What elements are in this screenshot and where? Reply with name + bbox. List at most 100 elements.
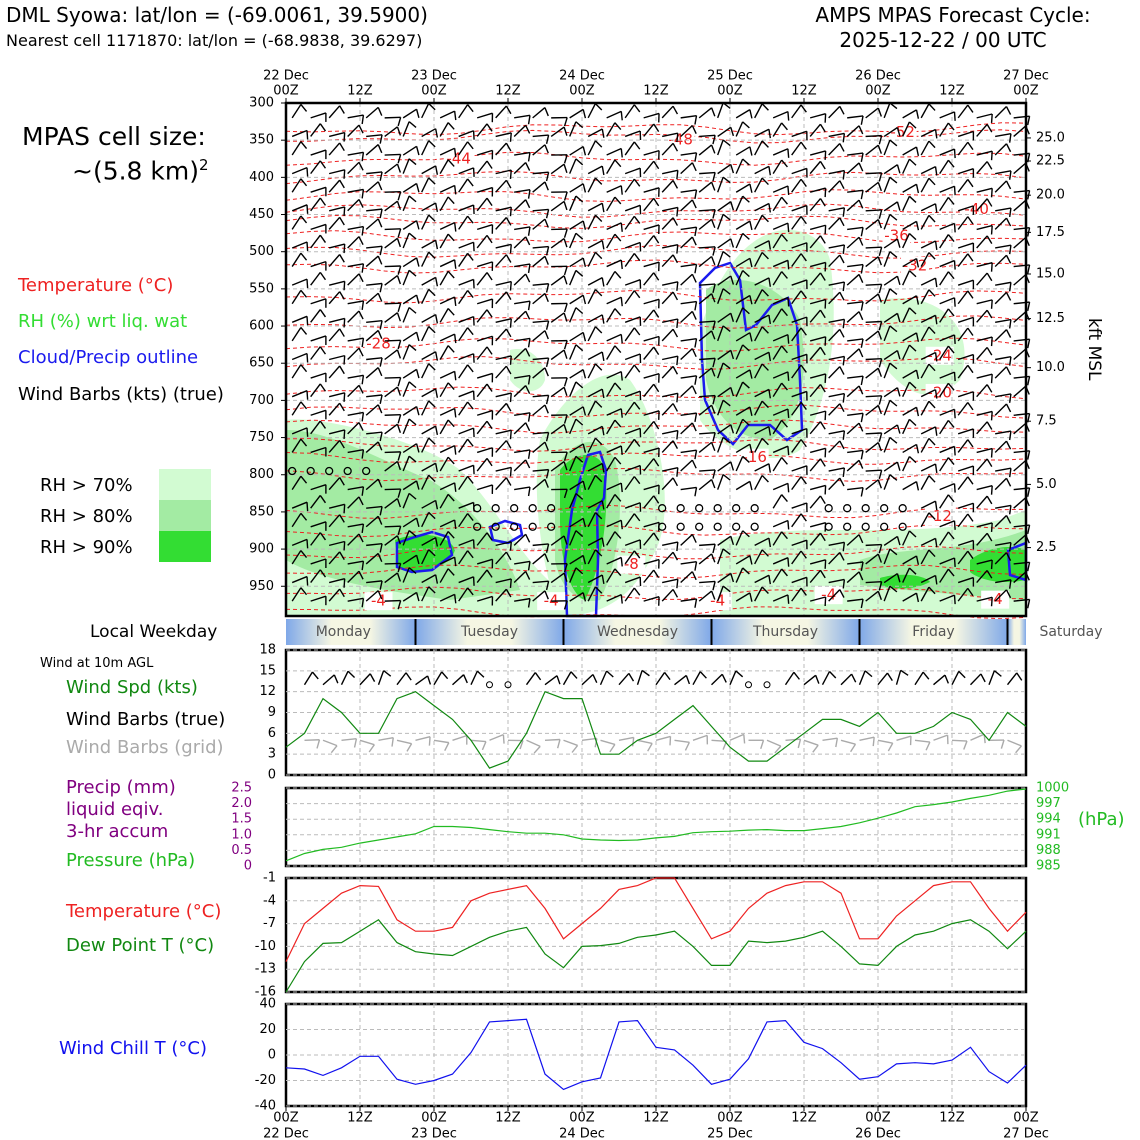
wind-barb <box>908 307 917 315</box>
wind-barb <box>1005 477 1012 487</box>
wind-barb <box>467 327 474 336</box>
wind-barb <box>532 357 549 361</box>
wind-barb <box>569 257 584 268</box>
wind-barb <box>643 197 655 212</box>
wind-barb <box>587 537 603 546</box>
wind-barb <box>347 225 364 231</box>
wind-barb <box>601 277 605 287</box>
wind-barb <box>513 162 527 175</box>
wind-barb <box>377 404 383 414</box>
wind-barb <box>476 272 488 286</box>
wind-barb <box>908 381 917 389</box>
temperature-contour-label: -4 <box>988 590 1003 608</box>
wind-barb <box>379 357 383 367</box>
wind-barb <box>624 253 635 267</box>
wind-barb <box>439 296 455 305</box>
wind-barb <box>957 327 969 342</box>
wind-barb <box>772 296 789 305</box>
wind-barb <box>439 333 455 342</box>
wind-barb-grid <box>368 744 375 753</box>
wind-barb <box>1008 282 1012 292</box>
wind-barb <box>717 312 732 323</box>
wind-barb <box>402 493 410 509</box>
cell-size-label: MPAS cell size: <box>22 122 206 151</box>
wind-barb <box>361 486 365 496</box>
wind-barb <box>606 259 622 268</box>
wind-barb <box>791 141 802 156</box>
wind-barb <box>967 327 974 336</box>
wind-barb <box>458 353 474 361</box>
wind-barb <box>761 363 769 371</box>
legend-rh90-label: RH > 90% <box>40 537 133 558</box>
wind-barb <box>606 531 616 546</box>
wind-barb <box>883 585 891 602</box>
wind-barb <box>594 251 603 260</box>
wind-barb <box>947 308 955 317</box>
wind-barb <box>908 195 917 203</box>
wind-barb <box>310 409 327 416</box>
wind-barb <box>842 319 846 329</box>
wind-barb <box>1008 356 1012 366</box>
wind-barb <box>347 411 364 416</box>
wind-barb <box>722 436 731 444</box>
wind-barb <box>828 589 841 602</box>
wind-barb <box>402 591 417 602</box>
wind-barb <box>902 555 917 565</box>
wind-barb <box>453 222 457 232</box>
wind-barb <box>544 144 549 154</box>
wind-barb <box>735 270 744 286</box>
wind-barb-grid <box>914 739 930 743</box>
wind-barb <box>476 160 488 175</box>
wind-barb <box>661 180 674 193</box>
wind-barb <box>768 575 772 585</box>
wind-barb <box>358 422 364 431</box>
wind-barb <box>839 552 845 561</box>
wind-barb-10m <box>803 674 817 686</box>
wind-barb-10m <box>793 671 800 680</box>
wind-barb <box>569 418 577 435</box>
wind-barb <box>994 589 1007 602</box>
wind-barb-grid <box>1007 739 1022 747</box>
wind-barb <box>606 196 616 212</box>
wind-barb <box>614 345 622 354</box>
wind-barb <box>575 492 584 500</box>
wind-barb <box>300 104 308 112</box>
wind-barb <box>643 123 655 137</box>
wind-barb <box>458 475 469 491</box>
wind-barb <box>366 357 383 361</box>
wind-barb <box>447 122 455 130</box>
wind-barb <box>676 541 679 552</box>
wind-barb <box>505 328 512 338</box>
wind-barb <box>569 307 577 323</box>
legend-wind-barbs: Wind Barbs (kts) (true) <box>18 384 224 405</box>
wind-barb <box>754 240 770 249</box>
wind-barb <box>347 384 360 398</box>
wind-barb <box>865 395 882 398</box>
wind-barb <box>458 252 469 267</box>
kft-tick-label: 17.5 <box>1036 225 1065 240</box>
wind-barb <box>434 128 439 138</box>
wind-barb <box>730 387 735 397</box>
wind-barb <box>672 328 679 338</box>
wind-barb <box>735 146 751 156</box>
wind-barb <box>947 419 955 428</box>
wind-barb <box>587 165 603 175</box>
wind-barb <box>749 332 753 342</box>
wind-barb <box>939 457 949 472</box>
wind-barb <box>990 597 993 607</box>
wind-barb <box>976 570 988 584</box>
wind-barb <box>544 404 549 414</box>
wind-barb <box>883 362 891 379</box>
wind-barb <box>722 213 731 221</box>
wind-barb <box>544 553 549 563</box>
wind-barb <box>306 539 309 549</box>
wind-barb <box>742 195 750 203</box>
wind-barb <box>347 570 360 584</box>
wind-barb <box>550 572 565 584</box>
pressure-tick-label: 750 <box>249 430 274 445</box>
wind-barb <box>365 515 379 528</box>
wind-barb <box>889 362 898 370</box>
wind-barb <box>328 365 341 379</box>
wind-barb <box>735 480 751 491</box>
wind-barb <box>319 495 327 504</box>
